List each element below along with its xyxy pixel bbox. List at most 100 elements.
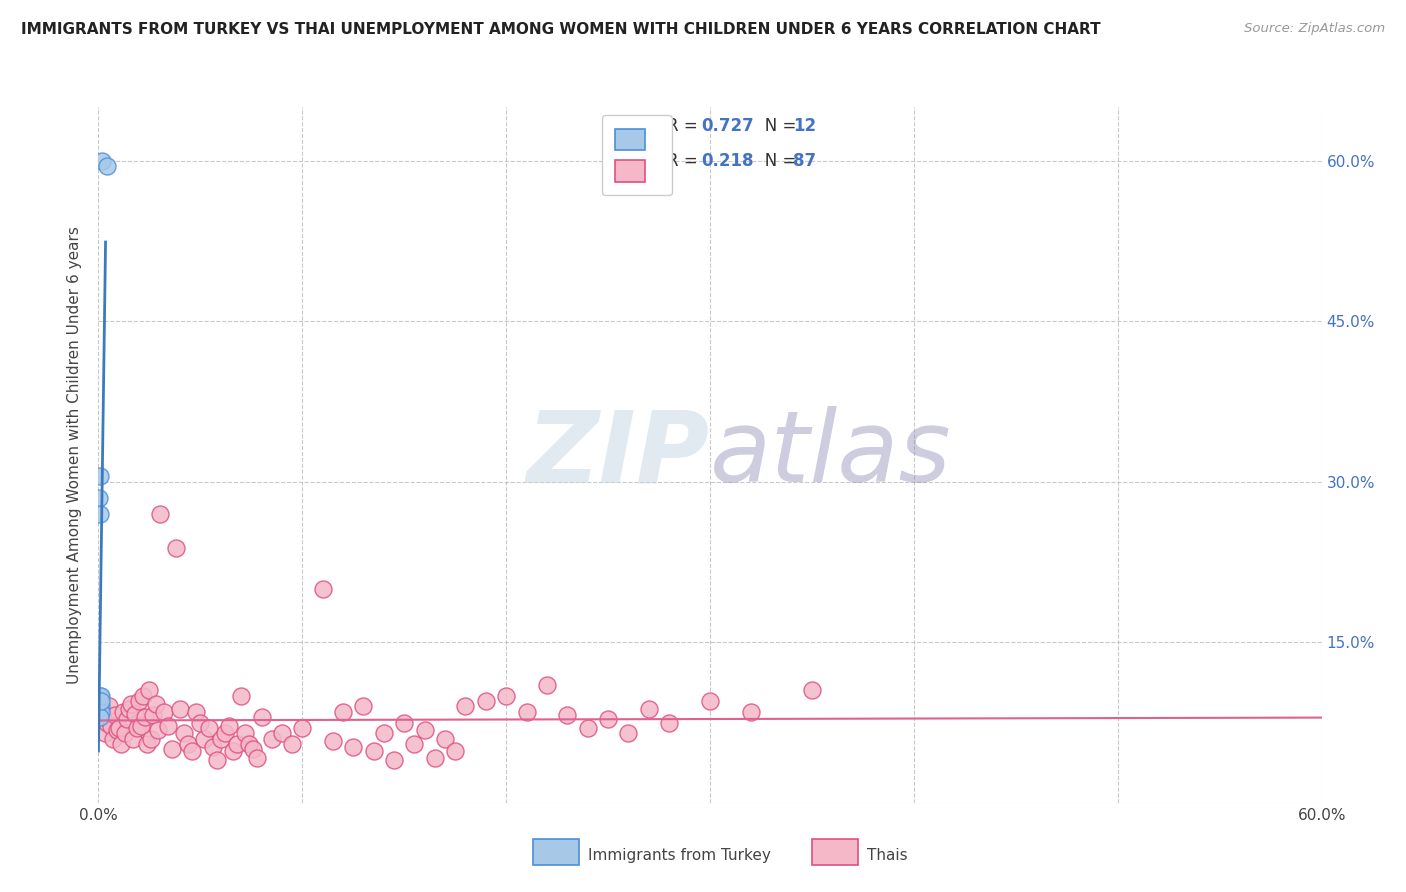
Text: ZIP: ZIP [527,407,710,503]
Text: 0.218: 0.218 [702,153,754,170]
Point [246,751,269,765]
Point [638,701,661,715]
Point [173,726,195,740]
Point [89,507,111,521]
Point [201,740,224,755]
Point [352,699,374,714]
Point [134,710,156,724]
Point [89,469,111,483]
Point [413,723,436,737]
Point [801,683,824,698]
Point [96,159,118,173]
Point [96,715,118,730]
Point [231,689,253,703]
Point [658,715,681,730]
Point [576,721,599,735]
Text: R =: R = [668,153,703,170]
Point [281,737,304,751]
Point [146,723,169,737]
Point [129,719,152,733]
Text: N =: N = [749,153,801,170]
Point [152,705,174,719]
Point [104,708,127,723]
Point [617,726,640,740]
Point [149,507,172,521]
Point [89,710,111,724]
Point [193,731,215,746]
Legend: , : , [602,115,672,194]
Point [226,737,249,751]
Point [233,726,256,740]
Text: R =: R = [668,118,703,136]
Point [188,715,212,730]
Point [205,753,228,767]
Point [169,701,191,715]
Point [118,701,141,715]
Point [115,712,138,726]
Point [404,737,426,751]
Point [142,708,165,723]
Point [270,726,294,740]
Point [238,737,260,751]
Point [423,751,446,765]
Point [160,742,183,756]
Point [291,721,314,735]
Point [90,689,112,703]
Text: Thais: Thais [866,848,907,863]
Point [434,731,457,746]
Point [181,744,204,758]
Point [392,715,416,730]
Point [444,744,467,758]
Point [222,744,245,758]
Point [145,698,167,712]
Point [101,731,124,746]
Point [108,721,131,735]
FancyBboxPatch shape [811,839,858,865]
Point [495,689,517,703]
Text: atlas: atlas [710,407,952,503]
Point [177,737,200,751]
Point [91,153,114,168]
Point [214,726,236,740]
Point [91,710,114,724]
Point [105,723,128,737]
Point [132,689,155,703]
Point [114,726,136,740]
Text: 12: 12 [793,118,817,136]
Point [373,726,395,740]
Point [89,689,111,703]
Point [141,731,163,746]
Text: Source: ZipAtlas.com: Source: ZipAtlas.com [1244,22,1385,36]
Point [186,705,208,719]
Point [209,731,232,746]
Point [89,491,111,505]
Point [197,721,219,735]
Point [699,694,721,708]
Text: IMMIGRANTS FROM TURKEY VS THAI UNEMPLOYMENT AMONG WOMEN WITH CHILDREN UNDER 6 YE: IMMIGRANTS FROM TURKEY VS THAI UNEMPLOYM… [21,22,1101,37]
Point [322,733,344,747]
Point [127,721,149,735]
Point [516,705,538,719]
Point [363,744,385,758]
Point [218,719,240,733]
Point [97,699,120,714]
Point [242,742,264,756]
Point [110,737,132,751]
Point [89,694,111,708]
Point [136,737,159,751]
Y-axis label: Unemployment Among Women with Children Under 6 years: Unemployment Among Women with Children U… [67,226,83,684]
Point [260,731,283,746]
Point [342,740,364,755]
Point [120,698,142,712]
Point [165,541,187,555]
Point [100,719,122,733]
Point [382,753,405,767]
Text: N =: N = [749,118,801,136]
Point [250,710,273,724]
Point [124,706,146,721]
Point [138,683,160,698]
Point [128,694,150,708]
Point [90,699,112,714]
FancyBboxPatch shape [533,839,579,865]
Text: 0.727: 0.727 [702,118,754,136]
